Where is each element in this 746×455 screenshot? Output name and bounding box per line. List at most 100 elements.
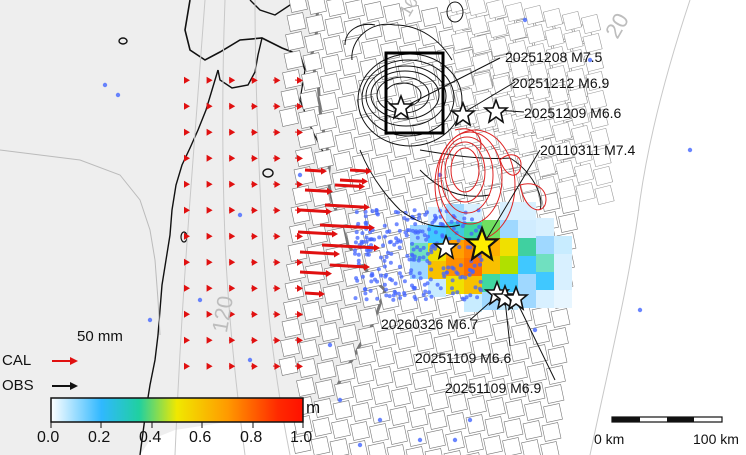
subfault-cell — [318, 92, 339, 112]
subfault-cell — [503, 418, 524, 438]
seismic-dot — [397, 264, 402, 269]
subfault-cell — [548, 83, 570, 105]
seismic-dot — [411, 247, 416, 252]
seismic-dot — [420, 229, 425, 234]
seismic-dot — [382, 223, 387, 228]
subfault-cell — [340, 305, 360, 325]
subfault-cell — [317, 111, 337, 131]
seismic-dot — [435, 282, 440, 287]
seismic-dot — [394, 222, 399, 227]
seismic-dot — [364, 297, 369, 302]
displacement-arrow — [272, 362, 281, 370]
subfault-cell — [586, 89, 608, 111]
subfault-cell — [286, 261, 306, 281]
subfault-cell — [286, 12, 307, 32]
subfault-cell — [492, 321, 512, 341]
subfault-cell — [564, 48, 586, 70]
subfault-cell — [378, 309, 398, 329]
subfault-cell — [300, 320, 321, 340]
seismic-dot — [403, 230, 408, 235]
displacement-arrow — [184, 206, 190, 214]
colorbar-tick-3: 0.6 — [189, 429, 212, 446]
seismic-dot — [449, 219, 454, 224]
subfault-cell — [389, 406, 410, 426]
subfault-cell — [550, 308, 571, 328]
subfault-cell — [499, 169, 520, 191]
seismic-dot — [460, 224, 465, 229]
seismic-dot — [470, 217, 474, 222]
displacement-arrow — [206, 362, 213, 370]
subfault-cell — [544, 384, 565, 404]
seismic-dot — [637, 307, 643, 313]
displacement-arrow — [250, 154, 258, 162]
displacement-arrow — [228, 232, 236, 240]
displacement-arrow — [294, 258, 303, 266]
displacement-arrow — [206, 310, 213, 318]
displacement-arrow — [272, 258, 281, 266]
seismic-dot — [423, 289, 428, 294]
seismic-dot — [397, 228, 402, 233]
seismic-dot — [454, 270, 459, 275]
subfault-cell — [521, 439, 541, 455]
slip-cell — [536, 254, 554, 272]
subfault-cell — [364, 1, 384, 21]
seismic-dot — [467, 417, 473, 423]
displacement-arrow — [329, 263, 370, 271]
subfault-cell — [513, 115, 535, 137]
displacement-arrow — [206, 206, 213, 214]
subfault-cell — [518, 172, 539, 194]
subfault-cell — [496, 131, 517, 153]
seismic-dot — [360, 274, 365, 279]
slip-cell — [536, 218, 554, 236]
subfault-cell — [594, 184, 615, 206]
subfault-cell — [354, 364, 375, 384]
subfault-cell — [491, 74, 513, 96]
subfault-cell — [305, 14, 326, 34]
displacement-arrow — [184, 76, 190, 84]
slip-cell — [518, 274, 536, 292]
subfault-cell — [343, 267, 363, 287]
displacement-arrow — [272, 102, 281, 110]
seismic-dot — [354, 230, 359, 235]
subfault-cell — [339, 75, 359, 95]
displacement-arrow — [321, 243, 380, 252]
seismic-dot — [410, 241, 415, 246]
cal-label: CAL — [2, 352, 32, 369]
subfault-cell — [326, 0, 346, 17]
seismic-dot — [417, 255, 422, 260]
red-contours — [434, 128, 547, 241]
seismic-dot — [375, 279, 380, 284]
subfault-cell — [308, 225, 328, 245]
subfault-cell — [333, 151, 353, 171]
seismic-dot — [444, 270, 449, 275]
slip-cell — [500, 256, 518, 274]
seismic-dot — [397, 245, 402, 250]
subfault-cell — [362, 20, 383, 40]
subfault-cell — [462, 452, 483, 455]
star-20110311 — [432, 233, 460, 260]
seismic-dot — [376, 267, 381, 272]
seismic-dot — [370, 209, 375, 214]
subfault-cell — [291, 434, 312, 454]
subfault-cell — [343, 18, 364, 38]
subfault-cell — [525, 382, 546, 402]
seismic-dot — [427, 290, 432, 295]
displacement-arrow — [228, 336, 236, 344]
star-20251109b — [502, 284, 530, 311]
displacement-arrow — [206, 284, 213, 292]
seismic-dot — [417, 212, 422, 217]
subfault-cell — [535, 156, 557, 178]
displacement-arrow — [299, 250, 340, 258]
subfault-cell — [592, 165, 614, 187]
displacement-arrows — [184, 76, 380, 370]
subfault-cell — [436, 296, 457, 316]
subfault-cell — [553, 140, 574, 162]
displacement-arrow — [184, 284, 190, 292]
colorbar — [50, 397, 304, 428]
seismic-dot — [337, 397, 343, 403]
subfault-cell — [470, 357, 490, 377]
subfault-cell — [540, 441, 560, 455]
displacement-arrow — [228, 180, 236, 188]
subfault-cell — [572, 143, 593, 165]
seismic-dot — [426, 234, 430, 239]
